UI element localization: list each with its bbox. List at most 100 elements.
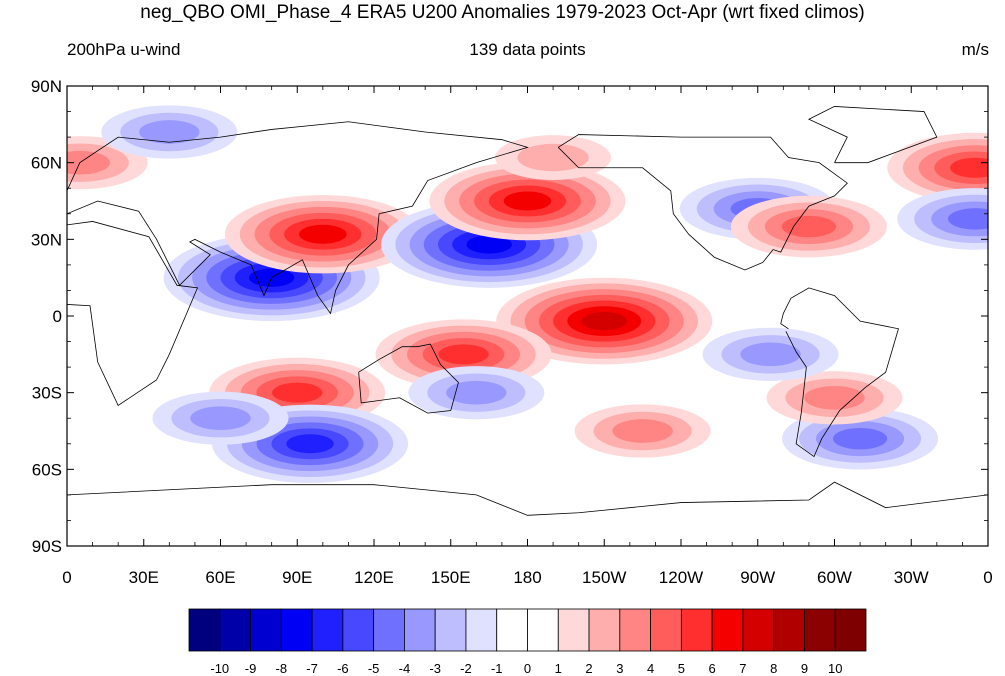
colorbar-swatch: [188, 608, 221, 652]
lat-tick-label: 90S: [32, 537, 62, 556]
coastline-north-america: [557, 134, 848, 271]
anomaly-feature: [429, 161, 626, 241]
lon-tick-label: 60W: [817, 568, 852, 587]
colorbar-label: -9: [245, 661, 257, 676]
data-points-label: 139 data points: [469, 40, 586, 59]
contour-band: [446, 380, 507, 405]
lat-tick-label: 60N: [31, 154, 62, 173]
colorbar-swatch: [834, 608, 867, 652]
colorbar-label: 2: [585, 661, 592, 676]
colorbar-swatch: [465, 608, 498, 652]
anomaly-feature: [897, 188, 988, 250]
coastline-africa: [67, 221, 199, 407]
colorbar-swatch: [219, 608, 251, 652]
coastline-antarctica: [67, 481, 988, 516]
contour-band: [581, 311, 627, 331]
colorbar-swatch: [588, 608, 621, 652]
contour-band: [139, 120, 200, 144]
coastline-europe-asia: [67, 121, 529, 315]
contour-band: [438, 344, 489, 365]
anomaly-feature: [730, 195, 887, 258]
units-label: m/s: [961, 40, 989, 59]
contour-band: [272, 382, 323, 403]
colorbar-label: -10: [210, 661, 229, 676]
colorbar-label: -5: [368, 661, 380, 676]
colorbar-swatch: [804, 608, 836, 652]
contour-band: [67, 150, 111, 175]
anomaly-feature: [408, 366, 545, 420]
colorbar-swatch: [280, 608, 313, 652]
lon-tick-label: 30W: [894, 568, 929, 587]
lon-tick-label: 90W: [740, 568, 775, 587]
contour-band: [950, 157, 988, 178]
anomaly-feature: [495, 135, 612, 180]
contour-band: [190, 406, 251, 431]
lon-tick-label: 180: [513, 568, 541, 587]
anomaly-feature: [574, 404, 711, 458]
colorbar-swatch: [711, 608, 744, 652]
lon-tick-label: 150E: [431, 568, 471, 587]
contour-band: [781, 215, 837, 238]
colorbar-label: -8: [276, 661, 288, 676]
coastline-greenland: [807, 106, 938, 164]
lon-tick-label: 150W: [582, 568, 626, 587]
anomaly-contours: [67, 105, 988, 483]
colorbar-label: 0: [524, 661, 531, 676]
colorbar-label: -2: [460, 661, 472, 676]
colorbar-label: -6: [337, 661, 349, 676]
anomaly-feature: [887, 132, 988, 203]
anomaly-feature: [101, 105, 238, 159]
contour-band: [612, 419, 673, 443]
coastlines: [67, 106, 988, 516]
colorbar-label: 4: [647, 661, 654, 676]
anomaly-feature: [496, 277, 713, 365]
colorbar-label: -1: [491, 661, 503, 676]
lon-tick-label: 0: [983, 568, 992, 587]
colorbar-swatch: [742, 608, 775, 652]
colorbar-swatch: [250, 608, 282, 652]
lon-tick-label: 120W: [659, 568, 703, 587]
colorbar-label: 5: [678, 661, 685, 676]
contour-band: [286, 434, 334, 454]
colorbar-swatch: [373, 608, 405, 652]
colorbar-swatch: [527, 608, 559, 652]
colorbar-label: 1: [555, 661, 562, 676]
contour-band: [517, 143, 589, 172]
colorbar-swatch: [342, 608, 375, 652]
lat-tick-label: 30S: [32, 384, 62, 403]
variable-label: 200hPa u-wind: [67, 40, 181, 59]
colorbar-swatch: [650, 608, 682, 652]
colorbar-swatch: [496, 608, 528, 652]
lat-tick-label: 30N: [31, 230, 62, 249]
colorbar-swatch: [680, 608, 713, 652]
colorbar-swatch: [434, 608, 467, 652]
colorbar-label: -3: [429, 661, 441, 676]
colorbar-label: 8: [770, 661, 777, 676]
contour-band: [804, 385, 865, 410]
colorbar-label: 9: [801, 661, 808, 676]
lon-tick-label: 90E: [282, 568, 312, 587]
anomaly-feature: [702, 327, 839, 381]
anomaly-feature: [766, 371, 903, 425]
contour-band: [948, 208, 988, 230]
lon-tick-label: 120E: [354, 568, 394, 587]
lat-tick-label: 90N: [31, 77, 62, 96]
colorbar: -10 -9 -8 -7 -6 -5 -4 -3 -2 -1 0 1 2 3 4 5 6 7 8 9 10: [188, 608, 867, 676]
colorbar-label: 3: [616, 661, 623, 676]
colorbar-swatch: [404, 608, 436, 652]
lat-tick-label: 60S: [32, 460, 62, 479]
chart-title: neg_QBO OMI_Phase_4 ERA5 U200 Anomalies …: [140, 2, 865, 23]
contour-band: [466, 235, 512, 254]
lat-tick-label: 0: [53, 307, 62, 326]
colorbar-swatch: [557, 608, 590, 652]
lon-tick-label: 0: [62, 568, 71, 587]
lon-tick-label: 30E: [129, 568, 159, 587]
contour-band: [740, 342, 801, 367]
colorbar-swatch: [619, 608, 651, 652]
anomaly-feature: [212, 404, 409, 483]
contour-band: [299, 224, 347, 244]
colorbar-label: -7: [306, 661, 318, 676]
colorbar-label: -4: [399, 661, 411, 676]
